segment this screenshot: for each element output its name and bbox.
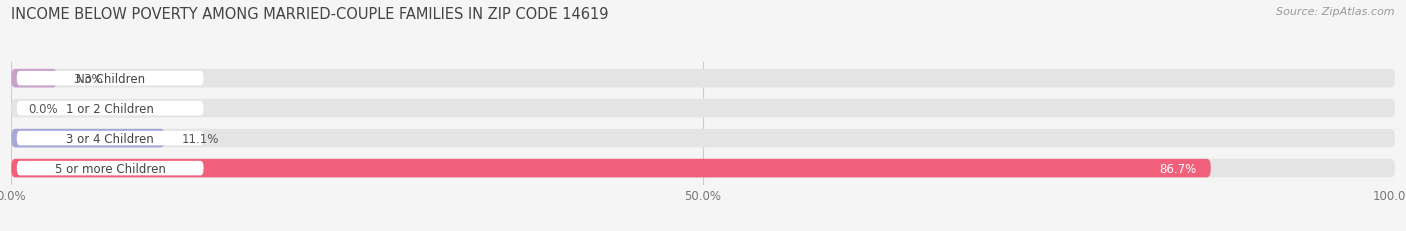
Text: INCOME BELOW POVERTY AMONG MARRIED-COUPLE FAMILIES IN ZIP CODE 14619: INCOME BELOW POVERTY AMONG MARRIED-COUPL… bbox=[11, 7, 609, 22]
FancyBboxPatch shape bbox=[17, 72, 204, 86]
Text: 11.1%: 11.1% bbox=[181, 132, 219, 145]
FancyBboxPatch shape bbox=[11, 99, 1395, 118]
FancyBboxPatch shape bbox=[11, 70, 56, 88]
FancyBboxPatch shape bbox=[11, 70, 1395, 88]
FancyBboxPatch shape bbox=[11, 159, 1211, 178]
Text: 3 or 4 Children: 3 or 4 Children bbox=[66, 132, 155, 145]
FancyBboxPatch shape bbox=[11, 129, 165, 148]
Text: 3.3%: 3.3% bbox=[73, 72, 103, 85]
Text: 5 or more Children: 5 or more Children bbox=[55, 162, 166, 175]
FancyBboxPatch shape bbox=[17, 161, 204, 176]
Text: 86.7%: 86.7% bbox=[1160, 162, 1197, 175]
Text: 0.0%: 0.0% bbox=[28, 102, 58, 115]
FancyBboxPatch shape bbox=[11, 129, 1395, 148]
FancyBboxPatch shape bbox=[11, 159, 1395, 178]
FancyBboxPatch shape bbox=[17, 131, 204, 146]
Text: Source: ZipAtlas.com: Source: ZipAtlas.com bbox=[1277, 7, 1395, 17]
Text: 1 or 2 Children: 1 or 2 Children bbox=[66, 102, 155, 115]
Text: No Children: No Children bbox=[76, 72, 145, 85]
FancyBboxPatch shape bbox=[17, 101, 204, 116]
